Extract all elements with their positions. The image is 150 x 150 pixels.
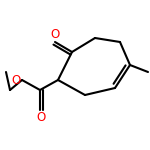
Text: O: O (12, 74, 21, 87)
Text: O: O (36, 111, 46, 124)
Text: O: O (50, 28, 60, 41)
